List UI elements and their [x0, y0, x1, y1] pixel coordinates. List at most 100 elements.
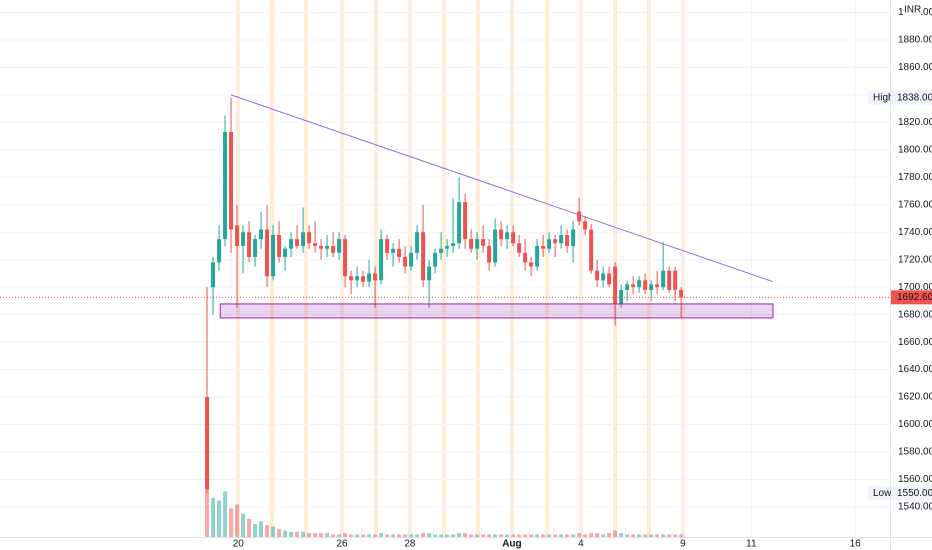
marker-box [891, 486, 932, 501]
volume-bar [361, 534, 366, 537]
y-tick-label: 1880.00 [898, 35, 932, 46]
volume-bar [655, 534, 660, 537]
candle-body [205, 397, 210, 490]
candle-body [391, 248, 396, 253]
volume-bar [499, 534, 504, 537]
volume-bar [451, 534, 456, 537]
candle-body [505, 232, 510, 240]
candle-body [481, 239, 486, 246]
marker-tag [868, 486, 890, 501]
volume-bar [475, 534, 480, 537]
candle-body [499, 229, 504, 240]
candle-body [385, 239, 390, 253]
candle-body [655, 284, 660, 288]
volume-bar [589, 533, 594, 537]
candle-body [553, 239, 558, 244]
candle-body [667, 270, 672, 290]
candle-body [313, 243, 318, 246]
y-tick-label: 1600.00 [898, 419, 932, 430]
candle-body [619, 289, 624, 304]
candle-body [403, 256, 408, 267]
y-tick-label: 1800.00 [898, 144, 932, 155]
volume-bar [679, 534, 684, 537]
candle-body [433, 252, 438, 267]
candle-body [595, 270, 600, 281]
volume-bar [319, 533, 324, 537]
volume-bar [637, 534, 642, 537]
candle-body [349, 276, 354, 281]
candle-body [211, 262, 216, 288]
volume-bar [643, 534, 648, 537]
x-tick-label: 9 [680, 539, 686, 550]
volume-bar [265, 525, 270, 537]
last-price-box [891, 290, 932, 305]
volume-bar [427, 533, 432, 537]
last-price-label: 1692.60 [897, 292, 932, 303]
marker-tag [868, 90, 890, 105]
y-tick-label: 1820.00 [898, 117, 932, 128]
candle-body [643, 280, 648, 290]
candle-body [223, 131, 228, 240]
candle-body [571, 229, 576, 246]
candle-body [493, 229, 498, 263]
marker-box [891, 90, 932, 105]
volume-bar [487, 534, 492, 537]
candle-body [637, 280, 642, 288]
volume-bar [397, 534, 402, 537]
volume-bar [505, 534, 510, 537]
candle-body [277, 234, 282, 257]
candle-body [613, 266, 618, 304]
volume-bar [535, 534, 540, 537]
candle-body [607, 273, 612, 285]
volume-bar [541, 534, 546, 537]
volume-bar [577, 533, 582, 537]
candle-body [439, 248, 444, 253]
volume-bar [649, 534, 654, 537]
volume-bar [331, 534, 336, 537]
candle-body [547, 239, 552, 249]
volume-bar [379, 533, 384, 537]
candle-body [421, 232, 426, 281]
volume-bar [211, 498, 216, 537]
volume-bar [253, 524, 258, 537]
volume-bar [415, 534, 420, 537]
candle-body [577, 211, 582, 222]
candle-body [457, 202, 462, 244]
currency-box [903, 4, 921, 15]
session-line [442, 0, 446, 537]
volume-bar [337, 534, 342, 537]
candle-body [229, 131, 234, 230]
candle-body [631, 284, 636, 288]
volume-bar [205, 485, 210, 537]
candle-body [397, 248, 402, 257]
volume-bar [295, 531, 300, 537]
volume-bar [409, 534, 414, 537]
candle-body [355, 276, 360, 281]
volume-bar [559, 534, 564, 537]
volume-bar [595, 533, 600, 537]
y-tick-label: 1560.00 [898, 474, 932, 485]
x-tick-label: 11 [746, 539, 757, 550]
x-tick-label: 26 [337, 539, 349, 550]
candle-body [361, 276, 366, 282]
volume-bar [481, 534, 486, 537]
y-tick-label: 1580.00 [898, 447, 932, 458]
candle-body [289, 239, 294, 249]
marker-label: Low [873, 488, 892, 499]
volume-bar [307, 533, 312, 537]
candle-body [337, 239, 342, 253]
volume-bar [421, 533, 426, 537]
candle-body [649, 284, 654, 290]
volume-bar [247, 518, 252, 537]
candle-body [583, 221, 588, 230]
y-tick-label: 1860.00 [898, 62, 932, 73]
candle-body [625, 284, 630, 290]
volume-bar [403, 534, 408, 537]
volume-bar [469, 534, 474, 537]
candle-body [529, 262, 534, 267]
volume-bar [223, 491, 228, 537]
volume-bar [373, 534, 378, 537]
trendline [230, 94, 774, 283]
candle-body [415, 232, 420, 253]
